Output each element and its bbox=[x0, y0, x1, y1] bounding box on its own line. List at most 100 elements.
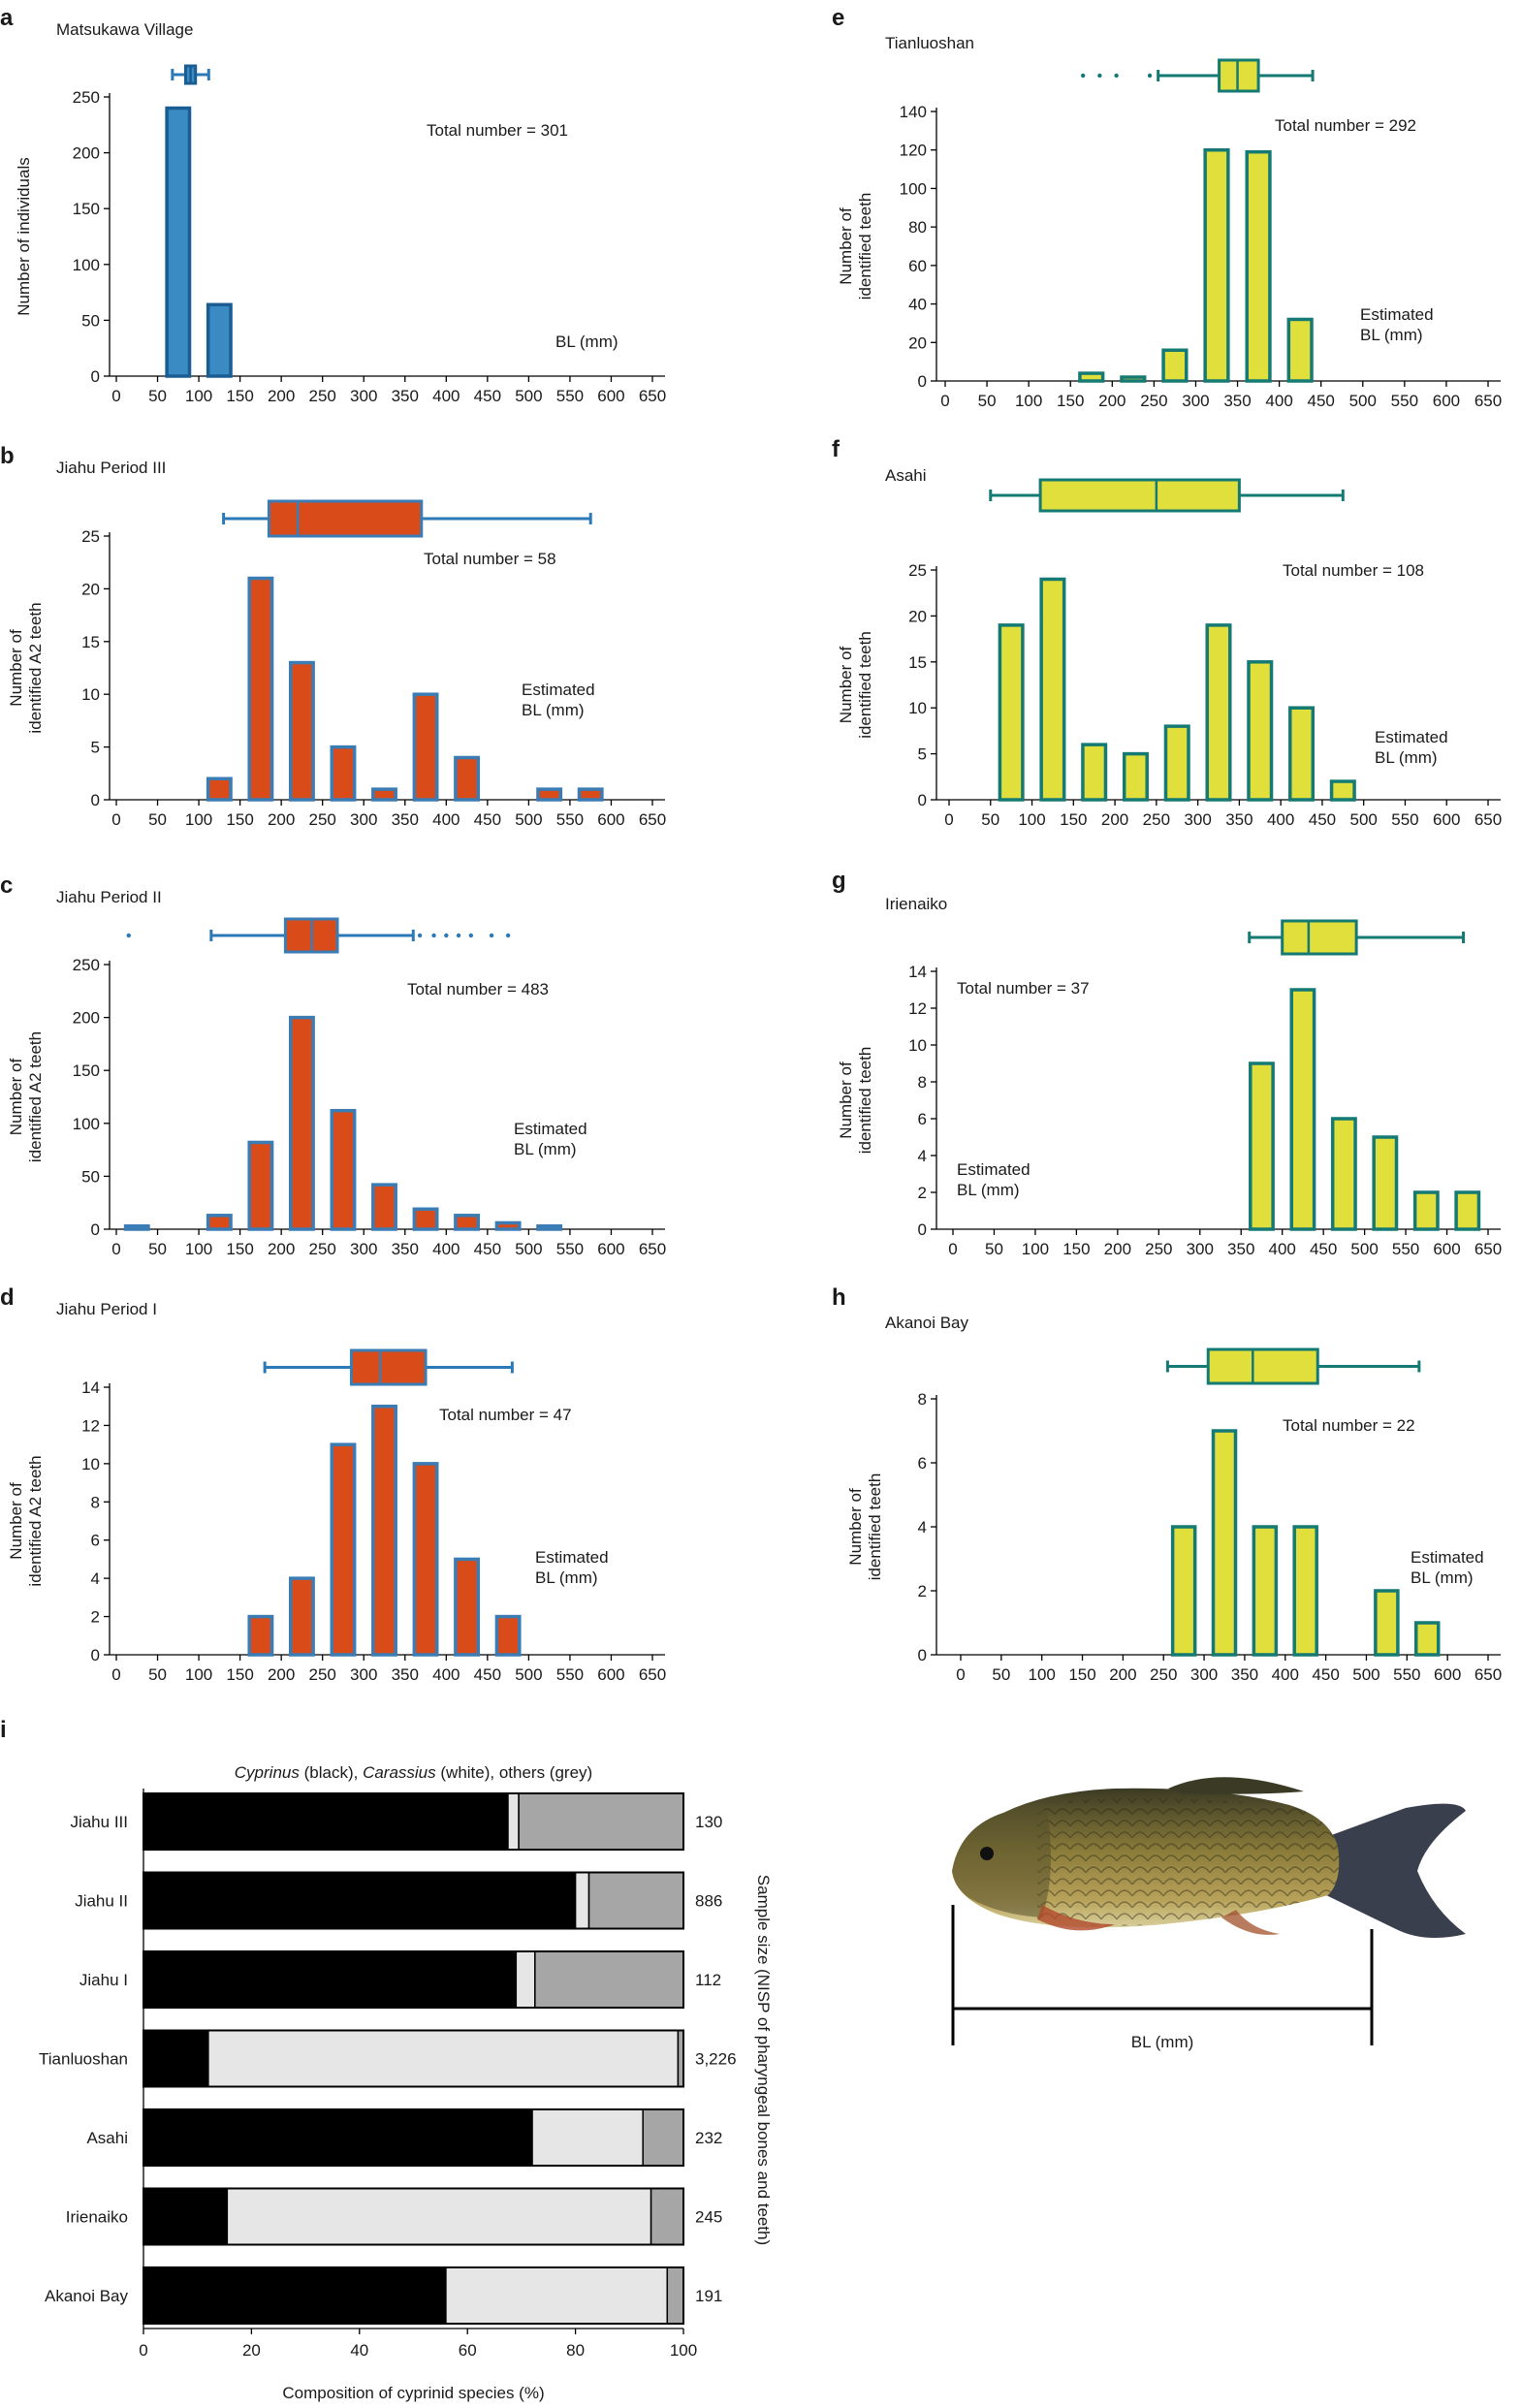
panel-letter: d bbox=[0, 1284, 15, 1311]
x-tick-label: 450 bbox=[474, 1665, 501, 1684]
composition-title-part: (black), bbox=[300, 1763, 363, 1782]
x-tick-label: 550 bbox=[556, 1665, 584, 1684]
stacked-segment-others bbox=[534, 1950, 684, 2009]
y-tick-label: 25 bbox=[81, 527, 100, 546]
bar bbox=[1372, 1135, 1399, 1231]
sample-size-axis-label: Sample size (NISP of pharyngeal bones an… bbox=[754, 1875, 773, 2245]
y-tick-label: 12 bbox=[81, 1416, 100, 1435]
x-tick-label: 400 bbox=[432, 1665, 460, 1684]
x-axis-label-line: Estimated bbox=[1360, 305, 1434, 324]
x-tick-label: 50 bbox=[148, 810, 167, 829]
x-tick-label: 550 bbox=[556, 1240, 584, 1258]
boxplot-outlier bbox=[1080, 73, 1086, 79]
x-tick-label: 600 bbox=[1433, 1240, 1460, 1258]
x-tick-label: 200 bbox=[268, 810, 295, 829]
x-tick-label: 400 bbox=[1272, 1665, 1299, 1684]
fish-pelvic-fin bbox=[1221, 1910, 1280, 1935]
fish-dorsal-fin bbox=[1168, 1777, 1304, 1794]
x-tick-label: 50 bbox=[978, 392, 997, 410]
panel-e: e Tianluoshan 0 20 40 60 80 100 120 140 0 50 100 150 2… bbox=[832, 5, 1502, 410]
x-tick-label: 500 bbox=[1349, 392, 1377, 410]
x-tick-label: 300 bbox=[1190, 1665, 1218, 1684]
y-axis-label-line: Number of bbox=[837, 647, 855, 724]
x-tick-label: 600 bbox=[1434, 1665, 1461, 1684]
x-tick-label: 300 bbox=[350, 810, 377, 829]
sample-size-label: 886 bbox=[695, 1892, 722, 1911]
x-axis-label-line: BL (mm) bbox=[535, 1568, 598, 1587]
x-tick-label: 250 bbox=[309, 1240, 336, 1258]
y-axis-label-line: identified teeth bbox=[856, 193, 874, 301]
panel-h: h Akanoi Bay 0 2 4 6 8 0 50 100 150 200 250 300 350 400… bbox=[832, 1284, 1502, 1684]
x-tick-label: 450 bbox=[474, 387, 501, 405]
y-axis-label-line: Number of bbox=[7, 1059, 25, 1136]
y-axis-label-line: Number of bbox=[837, 1061, 855, 1139]
x-axis-label-line: Estimated bbox=[957, 1160, 1031, 1179]
x-tick-label: 0 bbox=[944, 810, 953, 829]
y-tick-label: 5 bbox=[918, 745, 927, 764]
x-tick-label: 500 bbox=[515, 1240, 542, 1258]
y-tick-label: 5 bbox=[91, 739, 100, 757]
y-tick-label: 14 bbox=[908, 963, 927, 981]
y-tick-label: 10 bbox=[81, 685, 100, 704]
bar bbox=[1161, 348, 1189, 383]
x-tick-label: 600 bbox=[597, 1665, 624, 1684]
x-axis-label: Composition of cyprinid species (%) bbox=[282, 2384, 544, 2402]
bar bbox=[247, 1614, 274, 1657]
stacked-segment-others bbox=[518, 1792, 684, 1851]
x-tick-label: 600 bbox=[1433, 810, 1460, 829]
y-tick-label: 60 bbox=[908, 257, 927, 275]
bar bbox=[1120, 375, 1147, 383]
panel-title: Jiahu Period II bbox=[56, 888, 162, 906]
boxplot-outlier bbox=[1097, 73, 1102, 79]
bar bbox=[1288, 706, 1316, 802]
stacked-segment-others bbox=[666, 2266, 684, 2325]
y-axis-label: Number ofidentified teeth bbox=[837, 193, 874, 301]
category-label: Akanoi Bay bbox=[45, 2287, 128, 2305]
boxplot-box bbox=[267, 499, 424, 538]
stacked-segment-carassius bbox=[207, 2029, 680, 2088]
total-number-label: Total number = 58 bbox=[424, 550, 556, 568]
x-tick-label: 200 bbox=[1101, 810, 1128, 829]
fish-photo: BL (mm) bbox=[951, 1777, 1466, 2051]
x-tick-label: 350 bbox=[392, 810, 419, 829]
x-tick-label: 350 bbox=[392, 1665, 419, 1684]
bar bbox=[288, 1576, 315, 1657]
stacked-segment-carassius bbox=[226, 2187, 652, 2246]
y-tick-label: 4 bbox=[918, 1518, 927, 1537]
y-tick-label: 20 bbox=[908, 333, 927, 352]
bar bbox=[206, 302, 233, 378]
fish-pectoral-fin bbox=[1037, 1905, 1115, 1931]
x-tick-label: 250 bbox=[309, 810, 336, 829]
panel-title: Jiahu Period III bbox=[56, 459, 166, 477]
y-tick-label: 14 bbox=[81, 1378, 100, 1397]
y-axis-label: Number ofidentified A2 teeth bbox=[7, 1031, 45, 1162]
fish-bl-caption: BL (mm) bbox=[1131, 2033, 1194, 2051]
bar bbox=[1078, 371, 1105, 383]
y-tick-label: 8 bbox=[91, 1493, 100, 1511]
bar bbox=[1252, 1525, 1279, 1657]
sample-size-label: 245 bbox=[695, 2208, 722, 2227]
category-label: Asahi bbox=[86, 2129, 128, 2147]
boxplot-box bbox=[1281, 919, 1358, 956]
panel-letter: h bbox=[832, 1284, 846, 1311]
x-tick-label: 600 bbox=[597, 810, 624, 829]
x-tick-label: 300 bbox=[1182, 392, 1209, 410]
bar bbox=[412, 1207, 439, 1231]
bar bbox=[454, 1557, 481, 1657]
stacked-segment-others bbox=[650, 2187, 684, 2246]
x-tick-label: 300 bbox=[350, 1665, 377, 1684]
bar bbox=[536, 1223, 563, 1231]
x-tick-label: 0 bbox=[111, 810, 120, 829]
x-axis-label: Estimated BL (mm) bbox=[957, 1160, 1031, 1199]
bar bbox=[1412, 1190, 1440, 1231]
x-axis-label-line: BL (mm) bbox=[1375, 748, 1438, 767]
bar bbox=[494, 1614, 522, 1657]
y-tick-label: 6 bbox=[91, 1532, 100, 1550]
y-axis-label-line: identified A2 teeth bbox=[26, 602, 45, 733]
y-tick-label: 0 bbox=[918, 1646, 927, 1664]
bar bbox=[577, 787, 604, 802]
x-tick-label: 450 bbox=[1312, 1665, 1339, 1684]
x-tick-label: 200 bbox=[268, 1240, 295, 1258]
x-tick-label: 150 bbox=[1057, 392, 1084, 410]
